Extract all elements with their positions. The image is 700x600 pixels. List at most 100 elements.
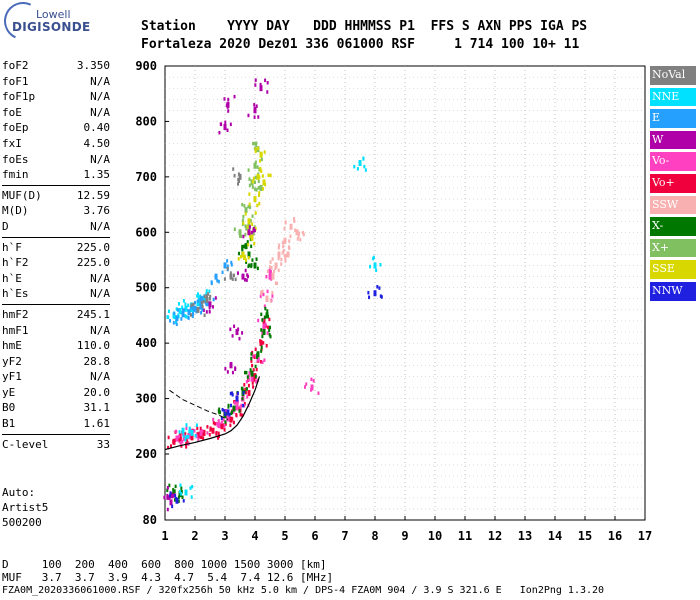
echo-trace (190, 308, 193, 313)
echo-point-noval (229, 273, 233, 280)
echo-trace (247, 255, 250, 260)
x-tick-label: 4 (251, 529, 258, 543)
echo-trace (239, 412, 242, 417)
echo-trace (253, 373, 256, 377)
echo-trace (304, 385, 307, 389)
echo-point-x (262, 329, 266, 336)
echo-trace (202, 436, 205, 440)
x-tick-label: 1 (161, 529, 168, 543)
echo-trace (283, 240, 286, 245)
echo-trace (181, 432, 184, 436)
echo-trace (180, 492, 183, 496)
param-label: yE (2, 385, 16, 399)
echo-trace (181, 495, 184, 499)
param-label: C-level (2, 437, 49, 451)
echo-trace (243, 256, 246, 260)
param-value: N/A (90, 287, 110, 301)
echo-trace (257, 179, 260, 184)
echo-point-x (253, 162, 257, 169)
echo-trace (257, 186, 260, 190)
echo-trace (188, 427, 191, 432)
echo-trace (380, 295, 383, 299)
echo-trace (238, 336, 241, 341)
echo-trace (226, 128, 229, 133)
echo-trace (190, 303, 193, 307)
echo-point-ssw (271, 273, 275, 280)
echo-trace (289, 234, 292, 239)
echo-trace (230, 260, 233, 265)
echo-trace (260, 345, 263, 350)
echo-trace (231, 410, 234, 414)
echo-trace (268, 265, 271, 269)
echo-trace (288, 246, 291, 251)
echo-trace (264, 182, 267, 187)
echo-trace (268, 333, 271, 337)
echo-trace (244, 258, 247, 262)
y-tick-label: 300 (135, 392, 157, 406)
echo-trace (195, 423, 198, 427)
echo-trace (231, 277, 234, 281)
param-value: N/A (90, 74, 110, 88)
echo-point-noval (205, 296, 209, 303)
echo-trace (227, 405, 230, 409)
echo-trace (266, 309, 269, 313)
echo-trace (239, 234, 242, 238)
echo-trace (244, 224, 247, 228)
echo-trace (205, 310, 208, 314)
echo-trace (368, 295, 371, 300)
legend-item-x: X+ (650, 238, 696, 258)
echo-trace (249, 219, 252, 223)
echo-trace (280, 257, 283, 262)
echo-trace (182, 499, 185, 503)
echo-trace (242, 214, 245, 219)
param-row-fof2: foF2 3.350 (2, 58, 110, 74)
echo-trace (220, 416, 223, 421)
echo-trace (249, 232, 252, 236)
echo-trace (283, 226, 286, 231)
param-row-ye: yE 20.0 (2, 385, 110, 401)
echo-trace (263, 150, 266, 154)
echo-trace (245, 260, 248, 264)
echo-trace (232, 273, 235, 278)
echo-trace (267, 173, 270, 177)
echo-trace (277, 246, 280, 250)
echo-trace (256, 355, 259, 359)
echo-trace (374, 264, 377, 268)
echo-trace (200, 310, 203, 315)
echo-point-nnw (373, 290, 377, 297)
echo-trace (255, 104, 258, 108)
auto-program: Artist5 (2, 501, 49, 514)
echo-trace (179, 435, 182, 440)
echo-trace (375, 268, 378, 273)
echo-point-vo (229, 416, 233, 423)
header-values: Fortaleza 2020 Dez01 336 061000 RSF 1 71… (141, 37, 580, 52)
echo-trace (191, 314, 194, 319)
legend-item-nne: NNE (650, 87, 696, 107)
echo-trace (237, 257, 240, 261)
echo-trace (243, 401, 246, 406)
legend-item-vo: Vo+ (650, 173, 696, 193)
echo-point-sse (253, 196, 257, 203)
echo-trace (246, 395, 249, 399)
echo-trace (250, 263, 253, 267)
echo-trace (199, 426, 202, 431)
echo-trace (245, 370, 248, 375)
echo-trace (201, 429, 204, 433)
echo-trace (220, 420, 223, 424)
echo-trace (215, 274, 218, 279)
echo-trace (263, 304, 266, 308)
echo-trace (247, 168, 250, 172)
echo-trace (257, 357, 260, 361)
echo-trace (261, 334, 264, 339)
echo-trace (224, 422, 227, 426)
echo-point-nne (196, 300, 200, 307)
echo-trace (241, 218, 244, 223)
echo-trace (248, 371, 251, 375)
echo-trace (244, 370, 247, 375)
echo-trace (178, 489, 181, 494)
echo-trace (252, 176, 255, 181)
echo-trace (190, 313, 193, 317)
echo-trace (269, 270, 272, 274)
echo-trace (269, 325, 272, 330)
legend-item-ssw: SSW (650, 195, 696, 215)
